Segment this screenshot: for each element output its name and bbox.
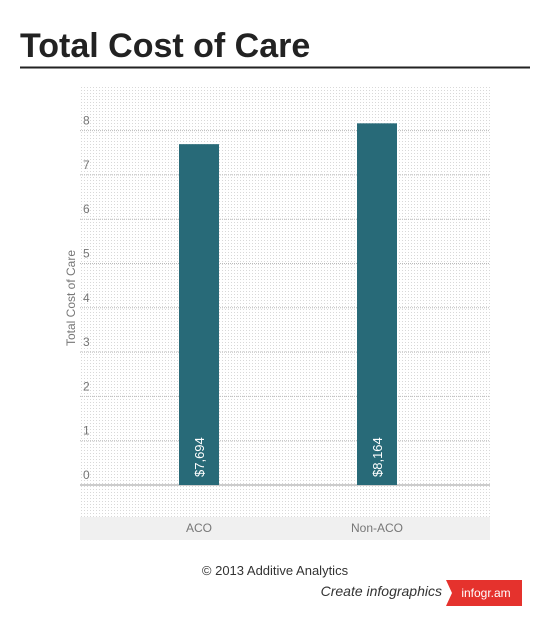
y-tick-label: 2 xyxy=(83,379,90,393)
y-tick-label: 5 xyxy=(83,247,90,261)
category-strip xyxy=(80,517,490,540)
y-tick-label: 3 xyxy=(83,335,90,349)
bar xyxy=(179,144,219,485)
y-tick-label: 1 xyxy=(83,424,90,438)
plot-area xyxy=(80,85,490,517)
brand-badge[interactable] xyxy=(446,580,522,606)
x-tick-label: ACO xyxy=(186,521,212,535)
cta-text[interactable]: Create infographics xyxy=(321,583,442,599)
y-tick-label: 8 xyxy=(83,114,90,128)
y-tick-label: 0 xyxy=(83,468,90,482)
chart-title: Total Cost of Care xyxy=(20,27,310,65)
y-axis-label: Total Cost of Care xyxy=(64,250,78,346)
value-label: $7,694 xyxy=(192,437,207,477)
y-tick-label: 6 xyxy=(83,202,90,216)
x-tick-label: Non-ACO xyxy=(351,521,403,535)
copyright: © 2013 Additive Analytics xyxy=(202,563,349,578)
y-tick-label: 4 xyxy=(83,291,90,305)
brand-label[interactable]: infogr.am xyxy=(461,586,510,600)
y-tick-label: 7 xyxy=(83,158,90,172)
value-label: $8,164 xyxy=(370,437,385,477)
bar xyxy=(357,123,397,485)
